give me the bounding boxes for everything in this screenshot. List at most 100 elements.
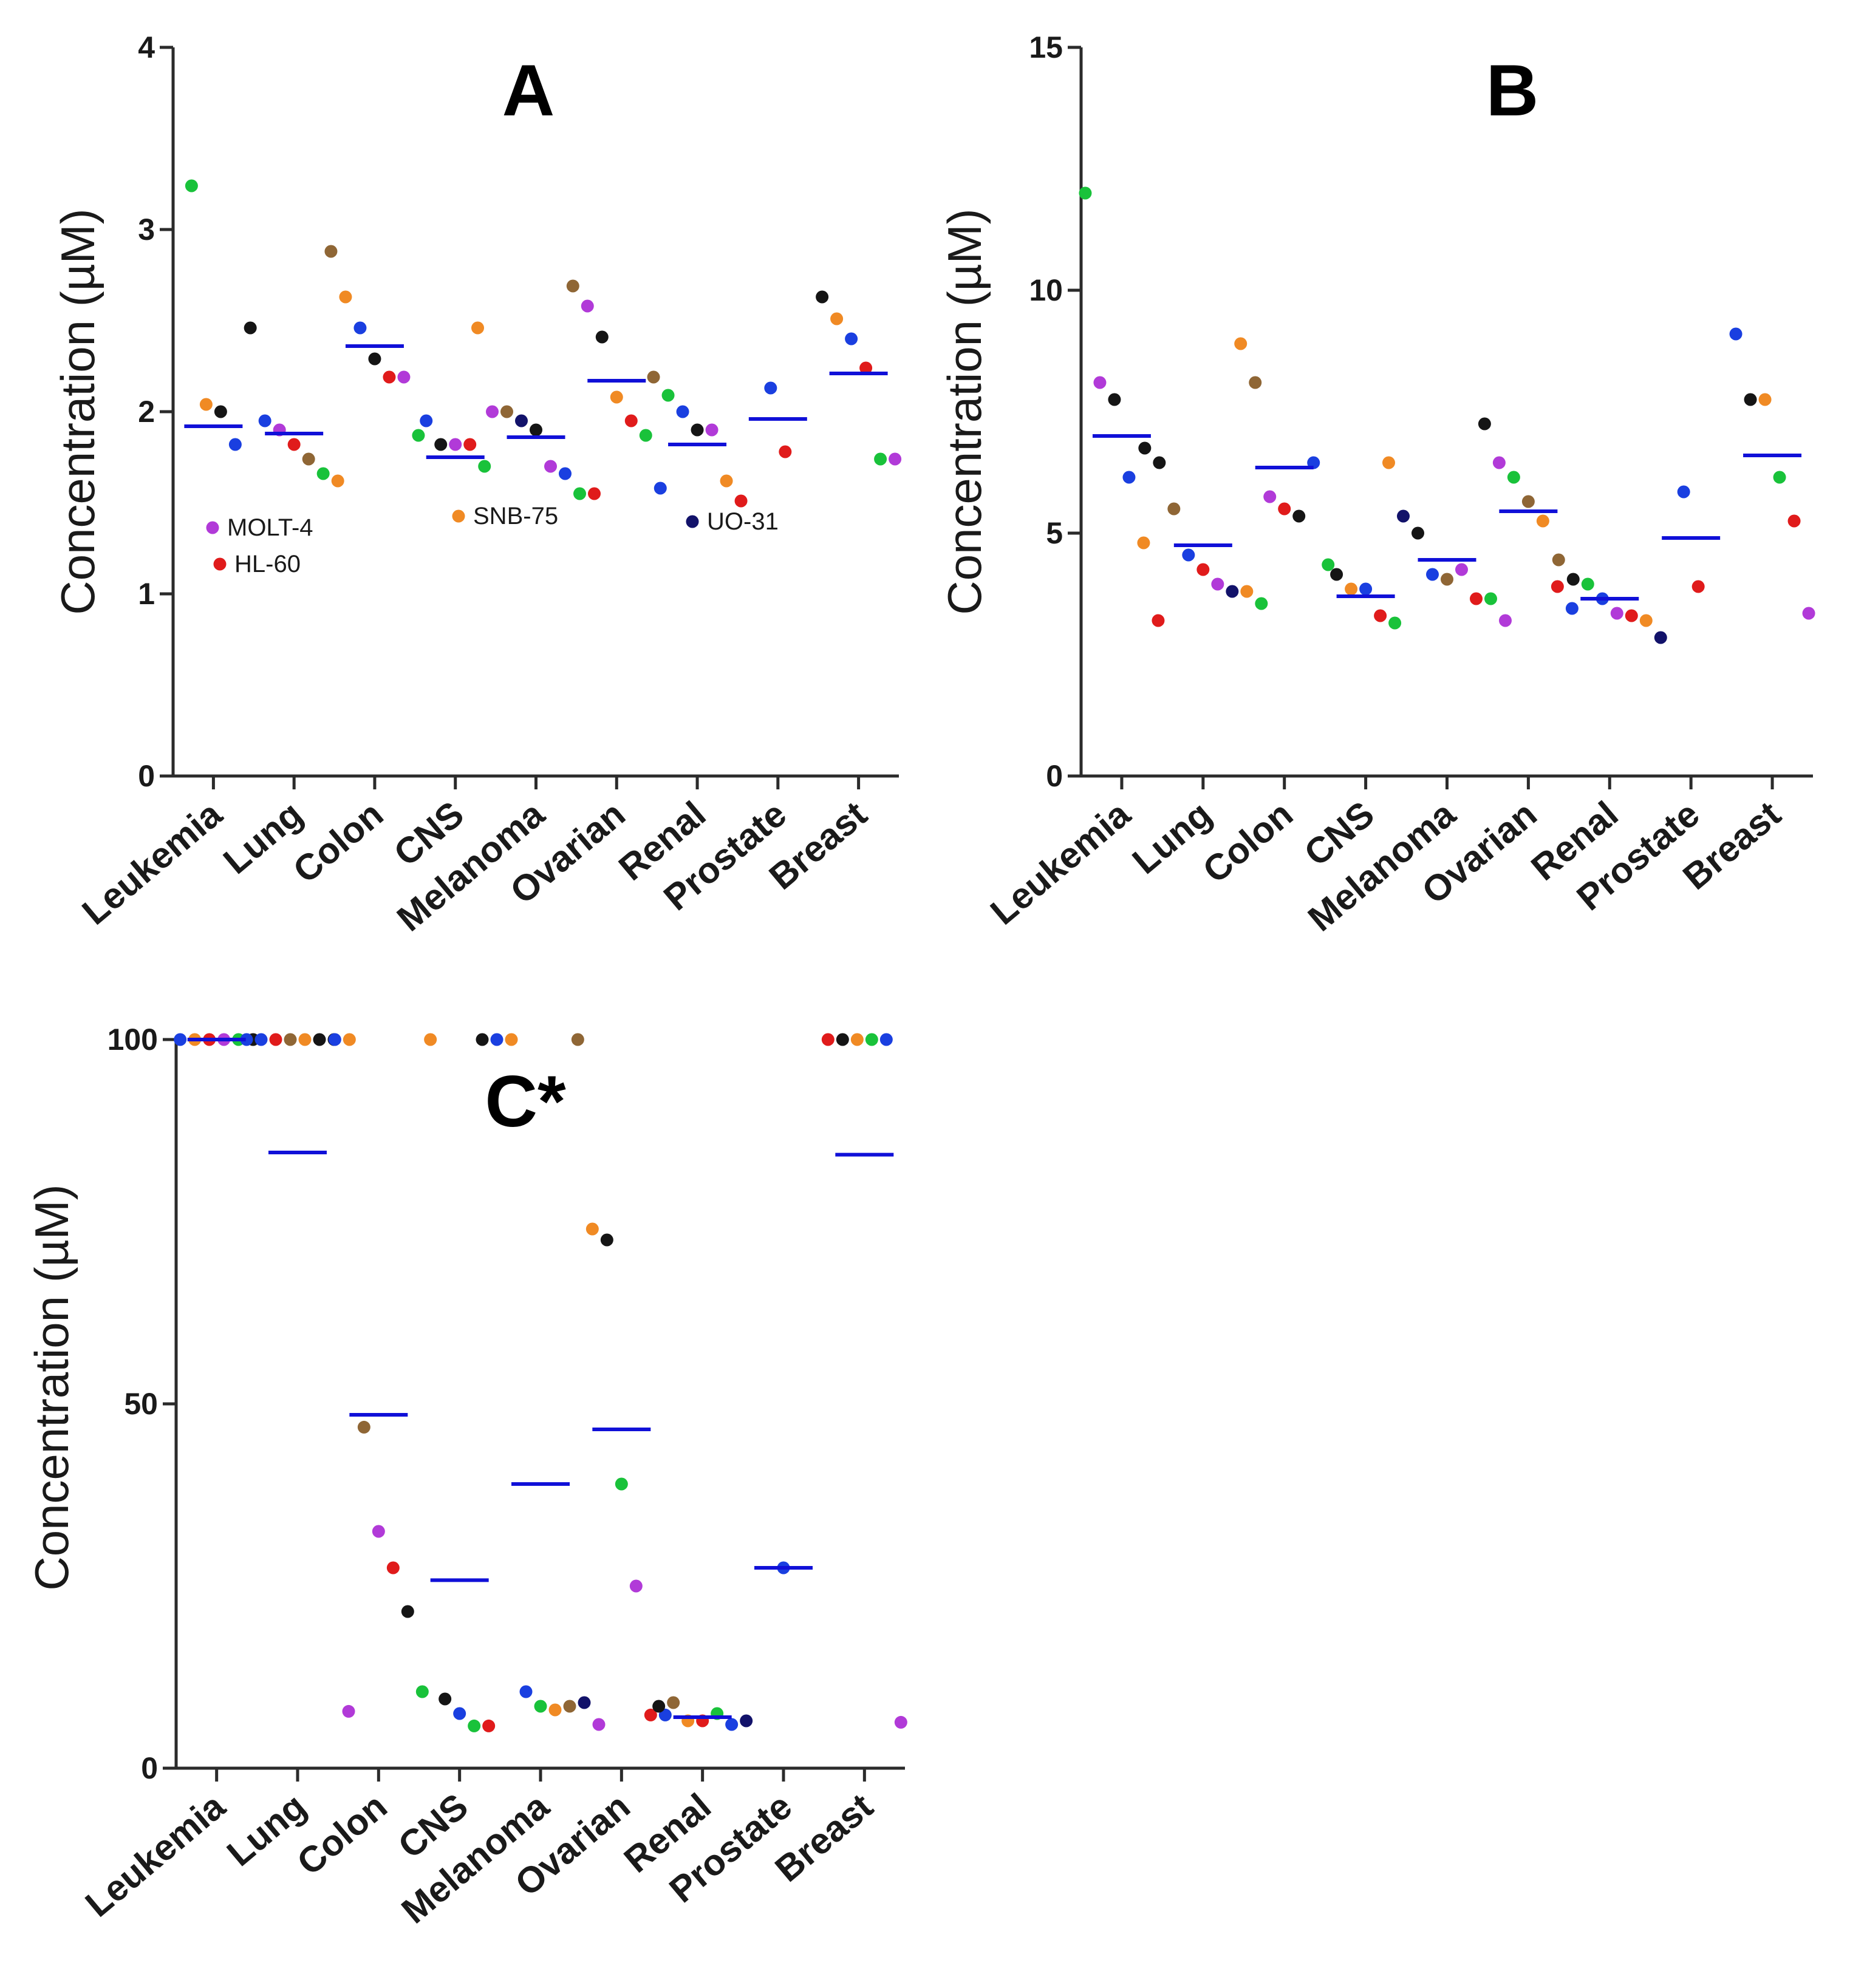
data-point (343, 1033, 356, 1046)
data-point (865, 1033, 878, 1046)
data-point (894, 1715, 907, 1729)
data-point (401, 1605, 414, 1618)
data-point (661, 389, 675, 402)
y-axis-title: Concentration (µM) (25, 1184, 78, 1590)
data-point (836, 1033, 849, 1046)
data-point (1744, 393, 1757, 406)
data-point (519, 1685, 533, 1698)
data-point (725, 1718, 739, 1731)
y-tick-label: 50 (124, 1387, 158, 1421)
data-point (505, 1033, 518, 1046)
data-point (779, 445, 792, 458)
legend-marker (452, 509, 465, 523)
y-tick-label: 1 (138, 577, 155, 611)
data-point (1536, 514, 1549, 528)
legend-marker (686, 515, 699, 528)
data-point (595, 330, 609, 344)
data-point (652, 1700, 666, 1713)
data-point (1234, 337, 1248, 350)
data-point (1138, 441, 1152, 455)
data-point (331, 474, 344, 488)
data-point (1374, 609, 1387, 622)
data-point (581, 299, 594, 313)
y-tick-label: 0 (138, 759, 155, 793)
data-point (1240, 585, 1254, 598)
data-point (1551, 580, 1564, 593)
data-point (1388, 616, 1402, 630)
data-point (1565, 602, 1579, 615)
panel-A: 01234LeukemiaLungColonCNSMelanomaOvarian… (51, 30, 902, 939)
data-point (1478, 417, 1491, 431)
data-point (615, 1477, 628, 1491)
x-tick-label: Colon (285, 794, 391, 891)
data-point (486, 405, 499, 418)
data-point (830, 312, 844, 325)
data-point (1292, 509, 1306, 523)
data-point (559, 467, 572, 480)
y-tick-label: 3 (138, 213, 155, 247)
legend-marker (206, 521, 219, 534)
data-point (1484, 592, 1497, 605)
data-point (490, 1033, 503, 1046)
data-point (412, 429, 425, 442)
data-point (821, 1033, 835, 1046)
data-point (328, 1033, 341, 1046)
data-point (578, 1696, 591, 1709)
data-point (647, 370, 660, 384)
y-axis-title: Concentration (µM) (51, 208, 104, 614)
y-tick-label: 15 (1029, 30, 1063, 64)
data-point (563, 1700, 576, 1713)
data-point (571, 1033, 584, 1046)
data-point (339, 290, 352, 304)
x-tick-label: Colon (1195, 794, 1300, 891)
data-point (1552, 553, 1565, 567)
data-point (463, 438, 477, 451)
data-point (658, 1708, 672, 1721)
data-point (1411, 526, 1424, 540)
data-point (592, 1718, 606, 1731)
data-point (515, 414, 528, 427)
legend-label: UO-31 (707, 508, 779, 535)
data-point (1167, 502, 1181, 516)
data-point (500, 405, 513, 418)
data-point (566, 279, 579, 293)
data-point (1137, 536, 1150, 550)
data-point (439, 1692, 452, 1706)
data-point (342, 1704, 355, 1718)
data-point (588, 487, 601, 500)
data-point (269, 1033, 282, 1046)
data-point (415, 1685, 429, 1698)
data-point (258, 414, 271, 427)
data-point (372, 1525, 385, 1538)
data-point (1691, 580, 1705, 593)
data-point (199, 398, 213, 411)
data-point (174, 1033, 187, 1046)
data-point (228, 438, 242, 451)
data-point (691, 423, 704, 437)
data-point (1566, 573, 1580, 586)
data-point (471, 321, 484, 335)
data-point (1345, 582, 1358, 596)
panel-title: C* (485, 1061, 566, 1142)
data-point (424, 1033, 437, 1046)
data-point (1441, 573, 1453, 586)
panel-title: A (502, 50, 555, 131)
data-point (357, 1420, 370, 1434)
data-point (1359, 582, 1373, 596)
data-point (1182, 548, 1195, 562)
data-point (1397, 509, 1410, 523)
data-point (1263, 490, 1277, 503)
data-point (420, 414, 433, 427)
data-point (1196, 563, 1210, 576)
data-point (1455, 563, 1468, 576)
data-point (1093, 376, 1107, 389)
data-point (585, 1222, 599, 1236)
y-tick-label: 2 (138, 395, 155, 429)
data-point (1625, 609, 1638, 622)
data-point (434, 438, 448, 451)
data-point (1654, 631, 1667, 644)
data-point (740, 1714, 753, 1728)
data-point (1802, 607, 1815, 620)
data-point (530, 423, 542, 437)
data-point (287, 438, 301, 451)
